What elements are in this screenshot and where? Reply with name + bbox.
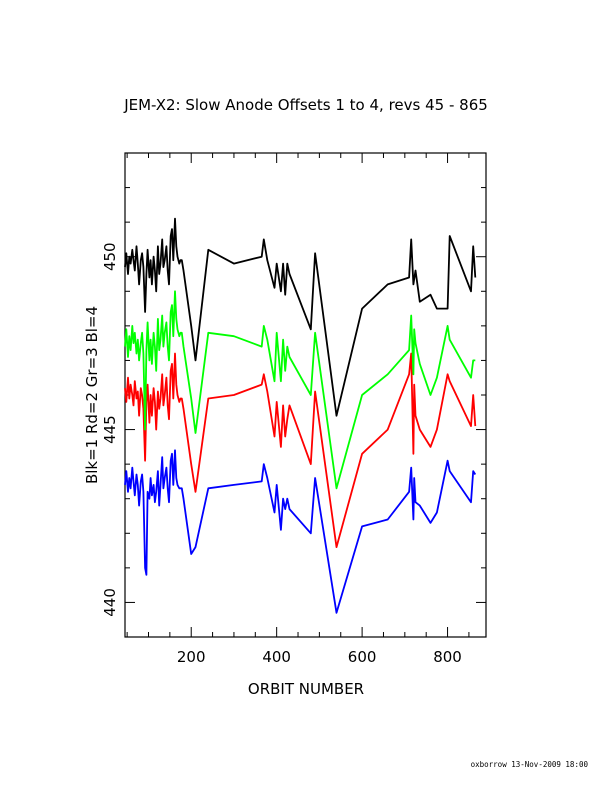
axis-ticks (125, 152, 486, 638)
tick-labels: 200 400 600 800 440 445 450 (101, 242, 462, 666)
y-tick-label: 445 (101, 415, 119, 444)
x-tick-label: 800 (433, 648, 462, 666)
series-line-3 (124, 290, 476, 490)
series-line-4 (124, 449, 477, 614)
y-tick-label: 450 (101, 242, 119, 271)
y-axis-label: Blk=1 Rd=2 Gr=3 Bl=4 (83, 306, 101, 484)
series-group (124, 217, 477, 614)
x-tick-label: 400 (262, 648, 291, 666)
x-tick-label: 600 (348, 648, 377, 666)
series-line-2 (124, 352, 477, 548)
footer-credit: oxborrow 13-Nov-2009 18:00 (471, 760, 589, 769)
x-axis-label: ORBIT NUMBER (248, 680, 364, 698)
y-tick-label: 440 (101, 588, 119, 617)
series-line-1 (124, 217, 477, 417)
chart-title: JEM-X2: Slow Anode Offsets 1 to 4, revs … (123, 96, 488, 114)
x-tick-label: 200 (177, 648, 206, 666)
plot-frame (124, 152, 487, 638)
